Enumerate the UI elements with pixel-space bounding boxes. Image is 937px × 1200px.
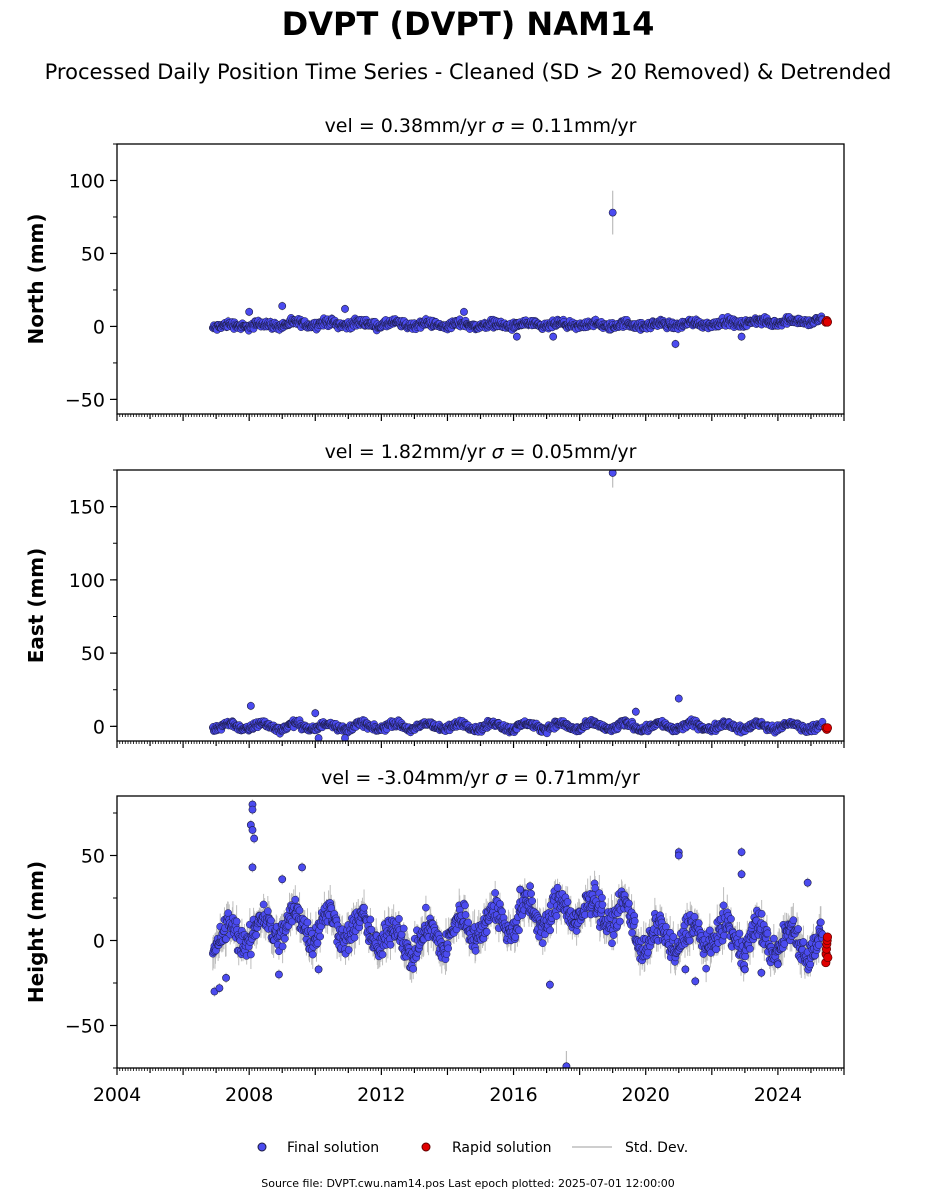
figure-subtitle: Processed Daily Position Time Series - C… xyxy=(45,60,892,84)
figure-title: DVPT (DVPT) NAM14 xyxy=(282,5,655,43)
rapid-solution-points xyxy=(821,723,833,734)
final-point-outlier xyxy=(341,305,349,313)
panel-title-sigma-value: = 0.11mm/yr xyxy=(504,115,637,137)
final-point-outlier xyxy=(460,307,468,316)
y-tick-label: 150 xyxy=(69,497,105,519)
final-solution-points xyxy=(208,470,827,741)
final-point-outlier xyxy=(341,734,349,741)
final-point-outlier xyxy=(246,701,255,710)
y-tick-label: 50 xyxy=(81,243,105,265)
y-axis-label: North (mm) xyxy=(24,213,48,344)
panel-title-velocity: vel = 0.38mm/yr xyxy=(325,115,492,137)
y-tick-label: 0 xyxy=(93,716,105,738)
final-point-outlier xyxy=(512,332,521,341)
y-tick-label: −50 xyxy=(65,389,105,411)
final-point-outlier xyxy=(311,709,320,718)
final-point-outlier xyxy=(674,694,683,703)
final-point-outlier xyxy=(737,332,746,341)
final-point-outlier xyxy=(631,707,640,716)
rapid-point xyxy=(822,723,833,733)
final-point-outlier xyxy=(608,470,617,477)
final-point-outlier xyxy=(549,332,558,341)
plot-area xyxy=(208,470,833,741)
north-panel: −50 0 50 100 vel = 0.38mm/yr σ = 0.11mm/yr No… xyxy=(24,115,845,421)
rapid-solution-points xyxy=(821,316,833,327)
final-point-outlier xyxy=(278,302,287,310)
plot-area xyxy=(208,190,833,349)
y-tick-label: 50 xyxy=(81,643,105,665)
y-tick-label: 100 xyxy=(69,170,105,192)
rapid-point xyxy=(822,317,833,327)
panel-title-sigma: σ xyxy=(492,115,505,137)
final-solution-points xyxy=(208,208,827,348)
final-point-outlier xyxy=(314,734,323,741)
final-point-outlier xyxy=(245,307,254,316)
final-point-outlier xyxy=(608,208,617,217)
y-tick-label: 100 xyxy=(69,570,105,592)
panel-title: vel = 0.38mm/yr σ = 0.11mm/yr xyxy=(325,115,637,137)
y-tick-label: 0 xyxy=(93,316,105,338)
final-point-outlier xyxy=(671,340,680,348)
